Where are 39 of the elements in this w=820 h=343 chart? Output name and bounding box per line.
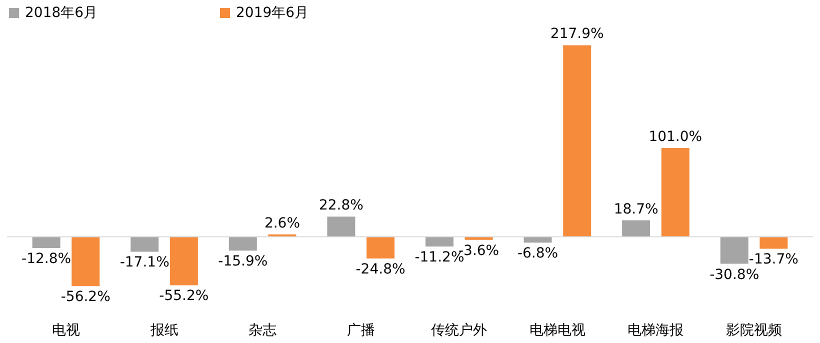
x-tick-label: 影院视频 (726, 322, 782, 338)
legend-label: 2018年6月 (25, 5, 98, 21)
bar (32, 236, 60, 248)
legend-label: 2019年6月 (236, 5, 309, 21)
data-label: 18.7% (614, 201, 658, 218)
x-tick-label: 广播 (346, 322, 375, 338)
data-label: -30.8% (710, 266, 760, 283)
data-label: -13.7% (748, 252, 798, 268)
bar (72, 236, 100, 286)
bar (130, 236, 159, 252)
bar (622, 220, 650, 237)
x-tick-label: 传统户外 (431, 322, 488, 338)
x-tick-label: 电梯电视 (529, 322, 586, 338)
data-label: 2.6% (264, 215, 300, 232)
data-label: -56.2% (60, 289, 110, 306)
x-tick-label: 电梯海报 (628, 322, 684, 338)
data-label: -6.8% (517, 246, 558, 262)
data-label: -15.9% (218, 254, 268, 270)
data-label: -24.8% (356, 262, 406, 278)
bar (327, 216, 356, 237)
data-label: -17.1% (120, 254, 170, 271)
data-label: -55.2% (159, 288, 209, 304)
bar (661, 148, 690, 237)
bar (524, 236, 552, 243)
data-label: 101.0% (648, 128, 702, 145)
bar (563, 45, 592, 237)
bar (760, 236, 788, 249)
data-label: 217.9% (550, 26, 604, 42)
data-label: 22.8% (318, 198, 364, 214)
bar (464, 236, 493, 240)
bar (170, 236, 198, 286)
data-label: -12.8% (22, 250, 72, 267)
bar (425, 236, 454, 247)
x-tick-label: 电视 (52, 322, 80, 338)
bar (720, 236, 748, 264)
bar (366, 236, 395, 258)
bar (228, 236, 257, 251)
x-tick-label: 报纸 (149, 322, 178, 338)
x-tick-label: 杂志 (248, 322, 277, 338)
